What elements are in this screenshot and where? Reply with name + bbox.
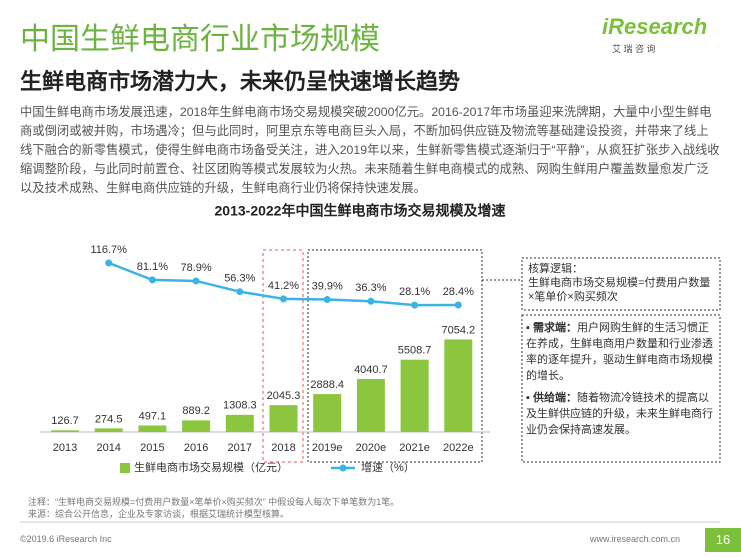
- point-label: 需求端：: [532, 322, 577, 334]
- x-tick-label: 2014: [96, 442, 120, 454]
- x-tick-label: 2019e: [312, 442, 343, 454]
- logo: iResearch: [602, 14, 708, 39]
- paragraph: 中国生鲜电商市场发展迅速，2018年生鲜电商市场交易规模突破2000亿元。201…: [20, 105, 720, 195]
- forecast-box: [307, 249, 483, 463]
- point-text: 随着物流冷链技术的提高以及生鲜供应链的升级，未来生鲜电商行业仍会保持高速发展。: [526, 392, 713, 436]
- bar-label: 889.2: [182, 405, 210, 417]
- bar-label: 1308.3: [223, 400, 257, 412]
- note: 来源：综合公开信息，企业及专家访谈，根据艾瑞统计模型核算。: [28, 509, 290, 519]
- point: ▪ 供给端：随着物流冷链技术的提高以及生鲜供应链的升级，未来生鲜电商行业仍会保持…: [526, 392, 713, 436]
- points-box: [521, 314, 721, 463]
- point: [148, 276, 156, 284]
- legend-swatch: [339, 464, 347, 472]
- legend-label: 生鲜电商市场交易规模（亿元）: [134, 460, 288, 474]
- point-label: 116.7%: [90, 244, 127, 256]
- bar: [225, 414, 254, 432]
- bar-label: 2045.3: [267, 390, 301, 402]
- point-text: 用户网购生鲜的生活习惯正在养成，生鲜电商用户数量和行业渗透率的逐年提升，驱动生鲜…: [526, 322, 713, 382]
- legend-label: 增速（%）: [361, 460, 415, 474]
- point-label: 28.1%: [399, 286, 430, 298]
- point: [236, 288, 244, 296]
- point-label: 39.9%: [312, 280, 343, 292]
- point-label: 81.1%: [137, 261, 168, 273]
- chart-title: 2013-2022年中国生鲜电商市场交易规模及增速: [215, 203, 506, 219]
- page-number: 16: [715, 532, 731, 547]
- bar-label: 274.5: [95, 413, 123, 425]
- copyright: ©2019.6 iResearch Inc: [20, 534, 112, 544]
- bar: [94, 428, 123, 432]
- point-label: 28.4%: [443, 286, 474, 298]
- note: 注释：“生鲜电商交易规模=付费用户数量×笔单价×购买频次” 中假设每人每次下单笔…: [28, 497, 400, 507]
- url: www.iresearch.com.cn: [590, 534, 681, 544]
- bar: [444, 339, 473, 432]
- logic-box: [521, 257, 721, 311]
- notes: 注释：“生鲜电商交易规模=付费用户数量×笔单价×购买频次” 中假设每人每次下单笔…: [28, 496, 399, 520]
- x-tick-label: 2015: [140, 442, 164, 454]
- point: [323, 296, 331, 304]
- highlight-2018: [262, 249, 304, 463]
- bar-label: 2888.4: [310, 379, 344, 391]
- subtitle: 生鲜电商市场潜力大，未来仍呈快速增长趋势: [20, 69, 461, 94]
- x-tick-label: 2016: [184, 442, 208, 454]
- x-tick-label: 2021e: [399, 442, 430, 454]
- point-label: 41.2%: [268, 280, 299, 292]
- point-label: 36.3%: [355, 282, 386, 294]
- point: [280, 295, 287, 303]
- bar: [400, 359, 429, 432]
- point-label: 56.3%: [224, 273, 255, 285]
- bar: [269, 405, 298, 432]
- legend-swatch: [120, 463, 130, 473]
- bar-label: 497.1: [139, 410, 167, 422]
- points: ▪ 需求端：用户网购生鲜的生活习惯正在养成，生鲜电商用户数量和行业渗透率的逐年提…: [526, 320, 714, 438]
- point-label: 78.9%: [180, 262, 211, 274]
- point: [411, 301, 419, 309]
- x-tick-label: 2017: [228, 442, 252, 454]
- bar-label: 7054.2: [441, 324, 475, 336]
- bar-label: 5508.7: [398, 345, 432, 357]
- point: [105, 259, 113, 267]
- title: 中国生鲜电商行业市场规模: [20, 23, 380, 56]
- bar: [182, 420, 211, 432]
- point: [454, 301, 462, 309]
- point: [367, 297, 375, 305]
- bar: [138, 425, 167, 432]
- bar: [51, 430, 79, 432]
- bar: [313, 394, 342, 432]
- x-tick-label: 2022e: [443, 442, 474, 454]
- point-label: 供给端：: [532, 392, 577, 404]
- x-tick-label: 2020e: [356, 442, 387, 454]
- x-tick-label: 2018: [271, 442, 295, 454]
- logo-cn: 艾 瑞 咨 询: [612, 44, 656, 54]
- logic-text: 生鲜电商市场交易规模=付费用户数量×笔单价×购买频次: [528, 277, 711, 303]
- bar-label: 4040.7: [354, 364, 388, 376]
- logic-title: 核算逻辑：: [528, 263, 583, 275]
- bar-label: 126.7: [51, 415, 79, 427]
- point: ▪ 需求端：用户网购生鲜的生活习惯正在养成，生鲜电商用户数量和行业渗透率的逐年提…: [526, 322, 713, 382]
- point: [192, 277, 200, 285]
- bar: [356, 378, 385, 432]
- x-tick-label: 2013: [53, 442, 77, 454]
- page-box: [705, 528, 741, 552]
- logic: 核算逻辑： 生鲜电商市场交易规模=付费用户数量×笔单价×购买频次: [528, 262, 716, 304]
